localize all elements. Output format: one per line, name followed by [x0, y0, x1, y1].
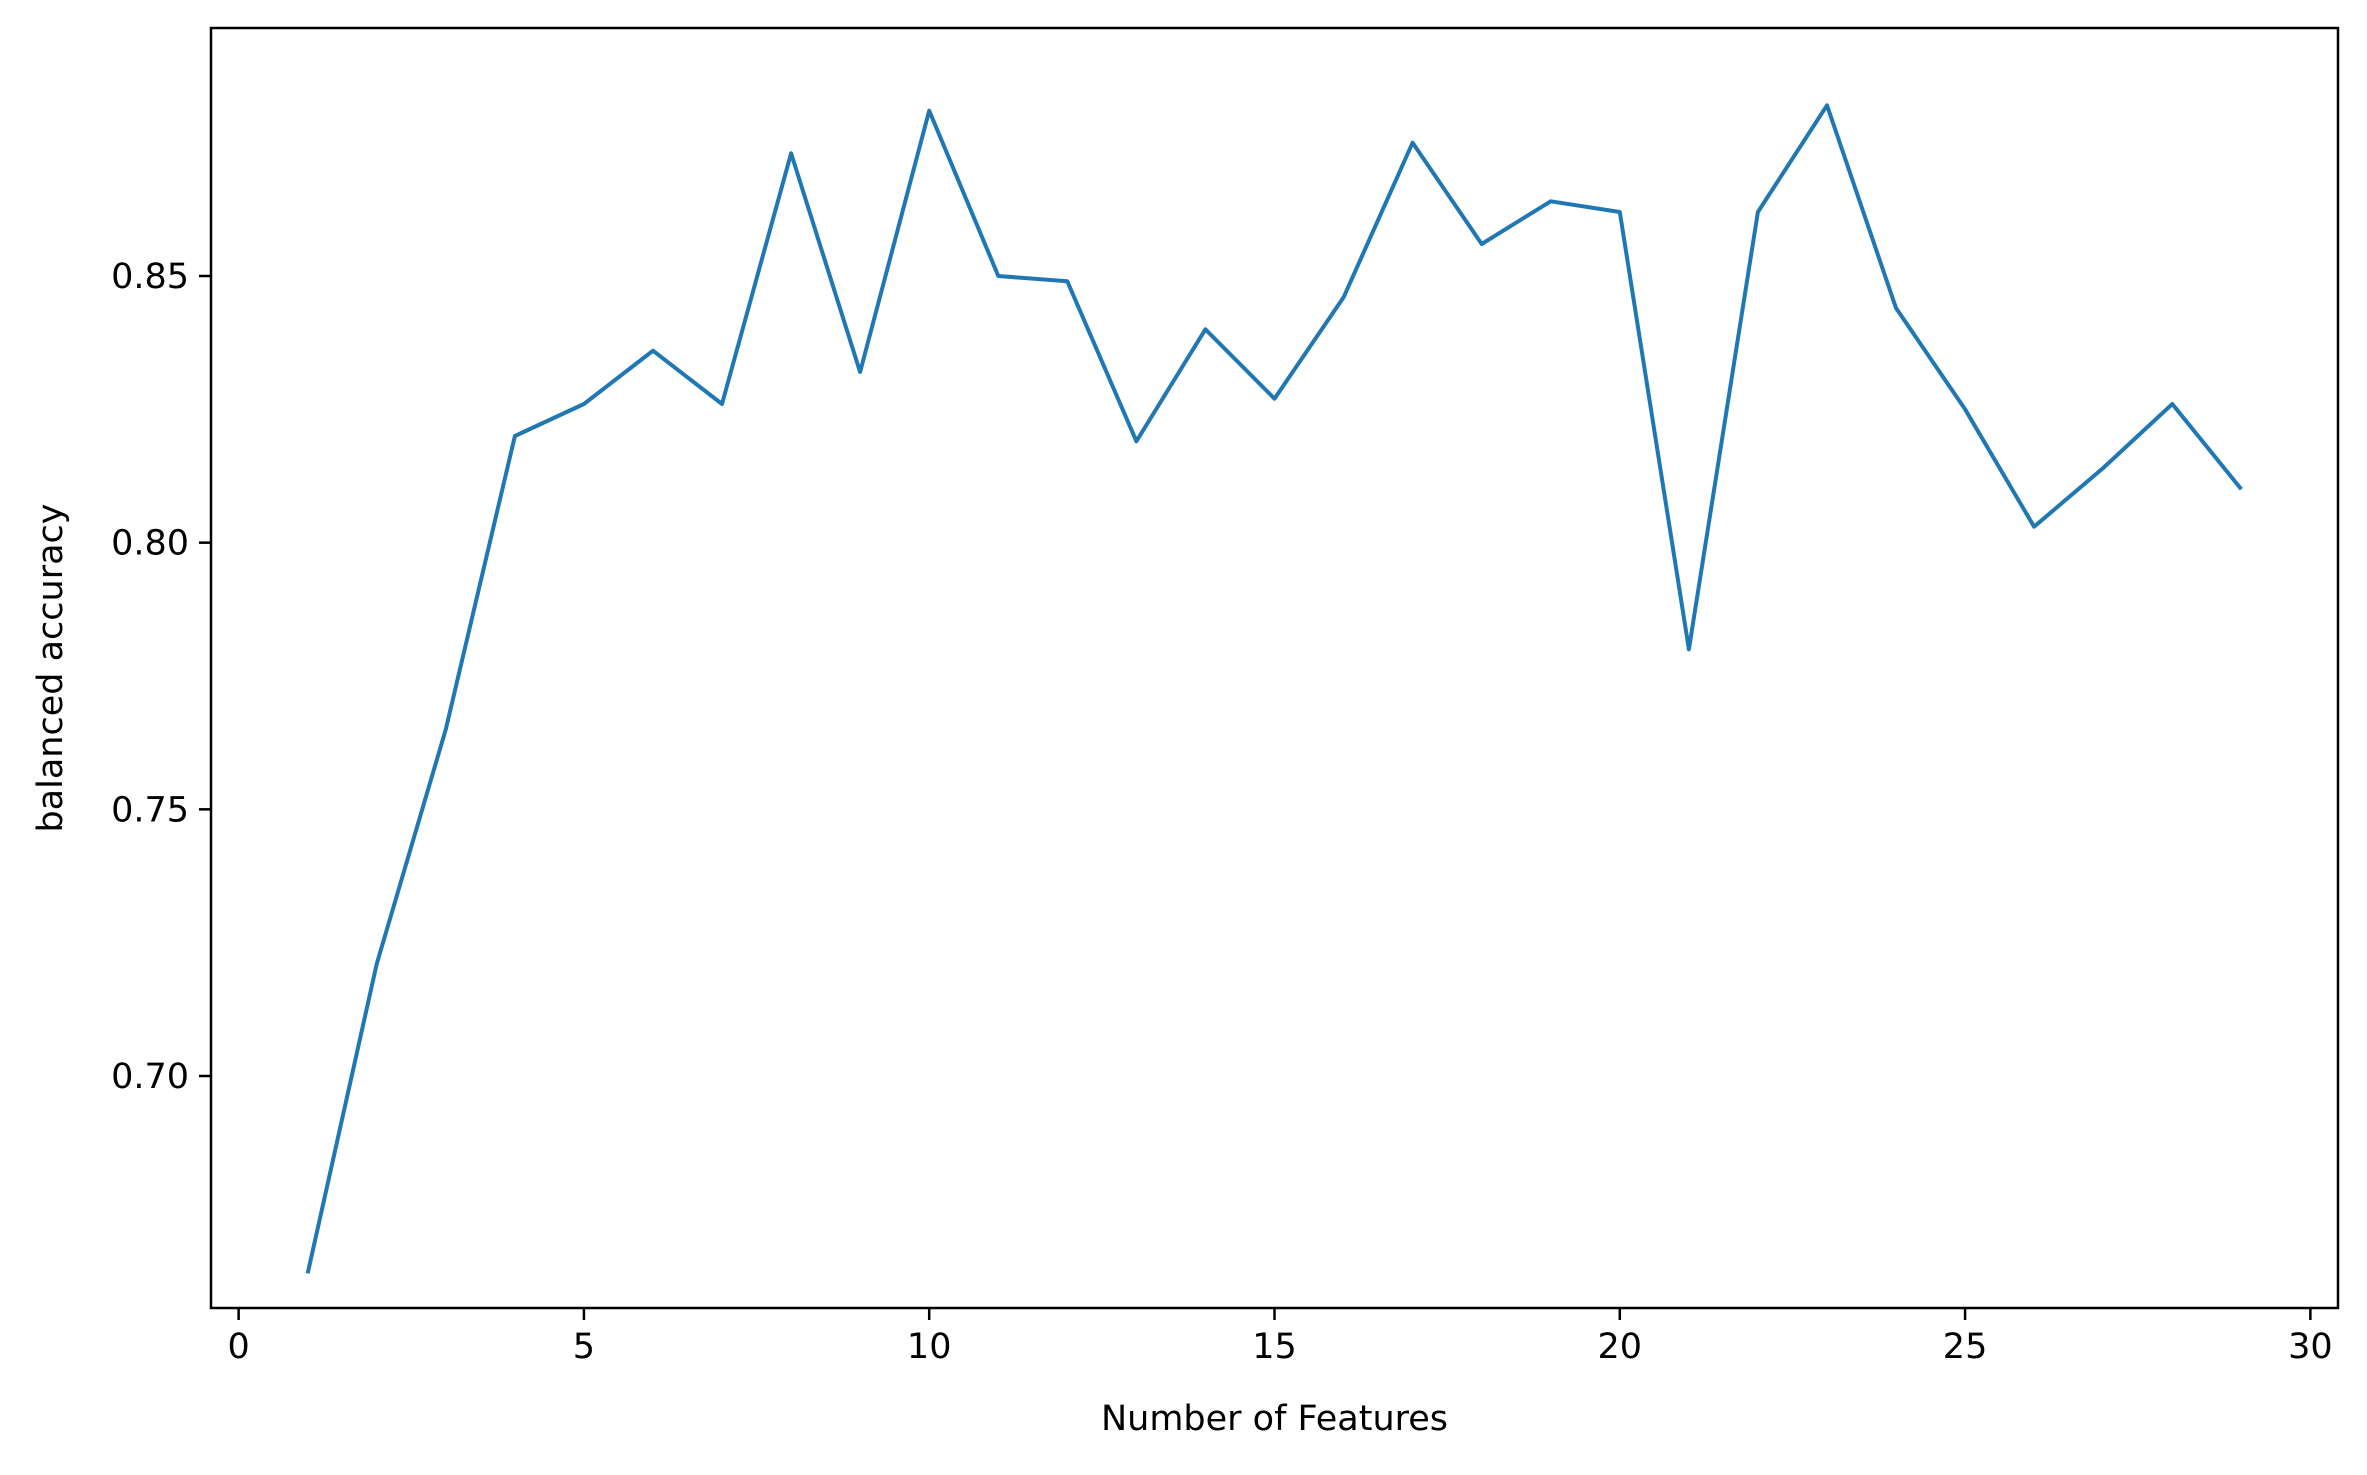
y-tick-label: 0.85	[111, 257, 189, 297]
series-line	[305, 103, 2243, 1274]
y-tick-label: 0.75	[111, 790, 189, 830]
y-axis-label: balanced accuracy	[31, 503, 71, 832]
y-axis-ticks: 0.70 0.75 0.80 0.85	[111, 257, 211, 1097]
x-tick-label: 5	[573, 1327, 595, 1367]
y-tick-label: 0.70	[111, 1057, 189, 1097]
x-tick-label: 30	[2288, 1327, 2333, 1367]
x-axis-ticks: 0 5 10 15 20 25 30	[227, 1308, 2333, 1367]
x-tick-label: 25	[1943, 1327, 1988, 1367]
x-tick-label: 20	[1598, 1327, 1643, 1367]
x-tick-label: 0	[227, 1327, 249, 1367]
x-tick-label: 15	[1252, 1327, 1297, 1367]
y-tick-label: 0.80	[111, 524, 189, 564]
x-tick-label: 10	[907, 1327, 952, 1367]
series-layer	[305, 103, 2243, 1274]
x-axis-label: Number of Features	[1101, 1399, 1448, 1439]
